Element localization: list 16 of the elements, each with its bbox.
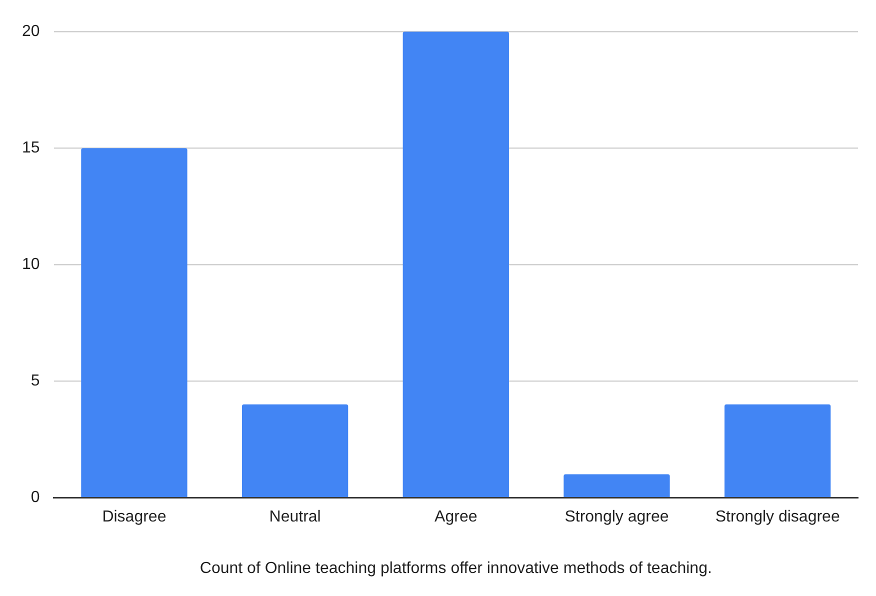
y-tick-label: 20: [22, 23, 40, 40]
bar: [564, 474, 670, 497]
y-tick-label: 15: [22, 140, 40, 157]
bar: [724, 404, 831, 497]
x-tick-label: Agree: [434, 508, 478, 526]
y-tick-label: 5: [30, 372, 40, 390]
bar: [242, 404, 348, 497]
y-tick-label: 0: [30, 489, 40, 506]
x-tick-label: Disagree: [102, 508, 166, 526]
x-tick-label: Strongly agree: [564, 508, 669, 526]
y-tick-label: 10: [22, 256, 40, 274]
x-tick-label: Neutral: [269, 508, 321, 526]
x-axis-title: Count of Online teaching platforms offer innovative methods of teaching.: [200, 560, 712, 577]
bar: [402, 32, 509, 497]
x-tick-label: Strongly disagree: [715, 508, 840, 526]
bar: [81, 148, 188, 497]
